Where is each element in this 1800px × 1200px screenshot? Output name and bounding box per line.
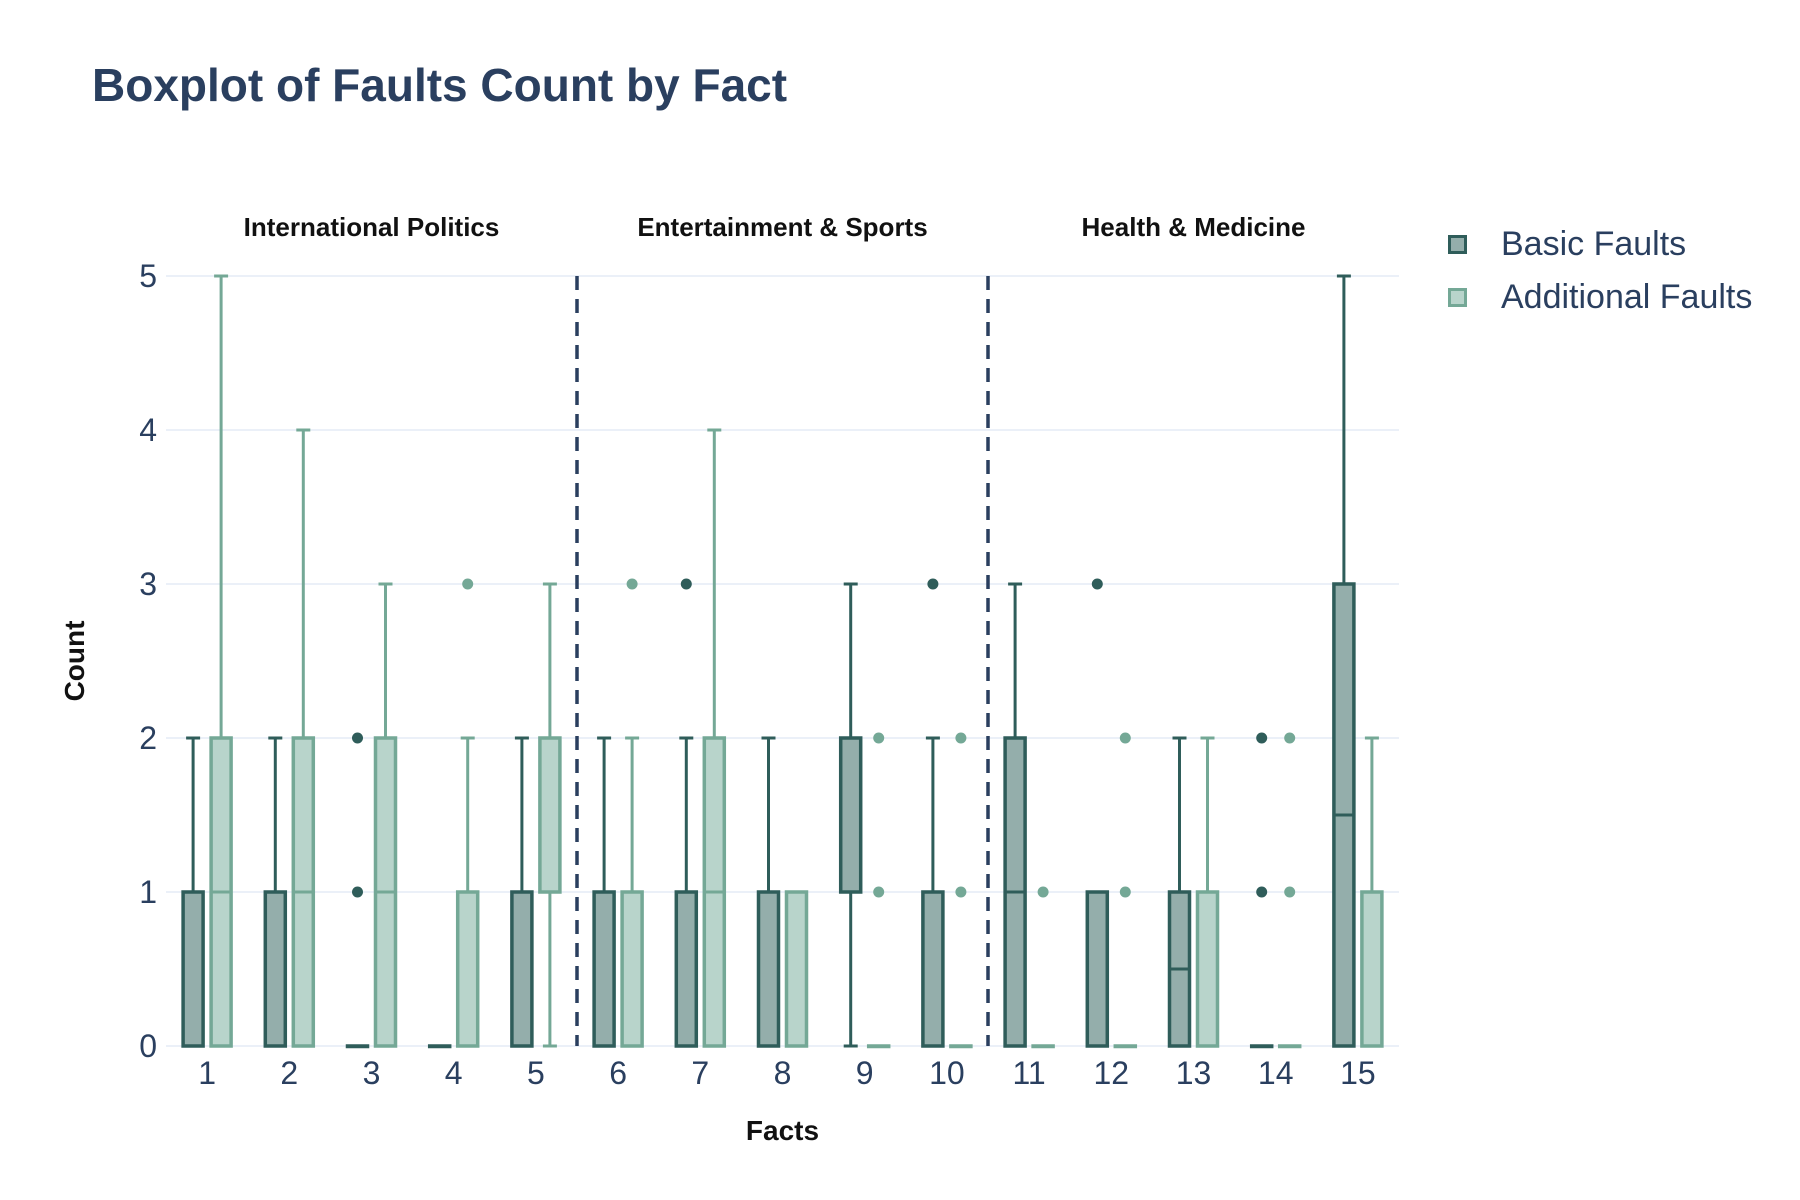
box-basic [756, 890, 781, 1048]
x-tick-label: 11 [1012, 1055, 1045, 1091]
x-tick-label: 5 [527, 1055, 545, 1091]
legend-item-additional-faults[interactable]: Additional Faults [1448, 271, 1752, 324]
x-tick-label: 3 [363, 1055, 381, 1091]
outlier-point-additional [462, 578, 474, 590]
x-tick-label: 10 [929, 1055, 965, 1091]
box-basic [674, 890, 699, 1048]
outlier-point-basic [680, 578, 692, 590]
group-label: International Politics [244, 212, 500, 242]
outlier-point-basic [1256, 886, 1268, 898]
group-label: Health & Medicine [1082, 212, 1306, 242]
box-additional [538, 736, 562, 894]
outlier-point-additional [873, 732, 885, 744]
x-tick-label: 13 [1176, 1055, 1212, 1091]
y-tick-label: 3 [139, 566, 157, 602]
box-basic [592, 890, 616, 1048]
x-tick-label: 8 [774, 1055, 792, 1091]
outlier-point-additional [955, 732, 967, 744]
outlier-point-additional [626, 578, 638, 590]
outlier-point-additional [873, 886, 885, 898]
x-tick-label: 9 [856, 1055, 874, 1091]
box-basic [181, 890, 205, 1048]
x-tick-label: 12 [1094, 1055, 1130, 1091]
chart-title: Boxplot of Faults Count by Fact [92, 59, 788, 111]
x-tick-label: 15 [1340, 1055, 1376, 1091]
box-additional [455, 890, 480, 1048]
box-basic [1085, 890, 1110, 1048]
x-tick-label: 6 [609, 1055, 627, 1091]
y-tick-label: 0 [139, 1028, 157, 1064]
outlier-point-additional [1119, 886, 1131, 898]
outlier-point-basic [1091, 578, 1103, 590]
y-tick-label: 2 [139, 720, 157, 756]
outlier-point-additional [1119, 732, 1131, 744]
outlier-point-additional [1284, 886, 1296, 898]
outlier-point-additional [1284, 732, 1296, 744]
y-tick-label: 1 [139, 874, 157, 910]
outlier-point-additional [955, 886, 967, 898]
x-tick-label: 4 [445, 1055, 463, 1091]
x-tick-label: 14 [1258, 1055, 1294, 1091]
box-basic [838, 736, 863, 894]
y-tick-label: 4 [139, 412, 157, 448]
box-basic [510, 890, 534, 1048]
outlier-point-basic [352, 886, 363, 898]
x-tick-label: 7 [691, 1055, 709, 1091]
x-axis-title: Facts [746, 1115, 819, 1146]
box-basic [921, 890, 945, 1048]
legend-item-basic-faults[interactable]: Basic Faults [1448, 218, 1752, 271]
box-additional [620, 890, 644, 1048]
group-label: Entertainment & Sports [637, 212, 927, 242]
outlier-point-basic [352, 732, 363, 744]
x-tick-label: 2 [280, 1055, 298, 1091]
outlier-point-additional [1037, 886, 1049, 898]
box-additional [784, 890, 809, 1048]
y-axis-title: Count [59, 621, 90, 702]
box-basic [263, 890, 288, 1048]
legend-swatch-additional-faults [1448, 288, 1467, 307]
legend-label-basic-faults: Basic Faults [1501, 225, 1687, 263]
box-additional [1195, 890, 1220, 1048]
legend-label-additional-faults: Additional Faults [1501, 278, 1753, 316]
outlier-point-basic [1256, 732, 1268, 744]
y-tick-label: 5 [139, 258, 157, 294]
outlier-point-basic [927, 578, 939, 590]
box-additional [1360, 890, 1384, 1048]
x-tick-label: 1 [198, 1055, 216, 1091]
legend[interactable]: Basic Faults Additional Faults [1448, 218, 1752, 324]
legend-swatch-basic-faults [1448, 235, 1467, 254]
